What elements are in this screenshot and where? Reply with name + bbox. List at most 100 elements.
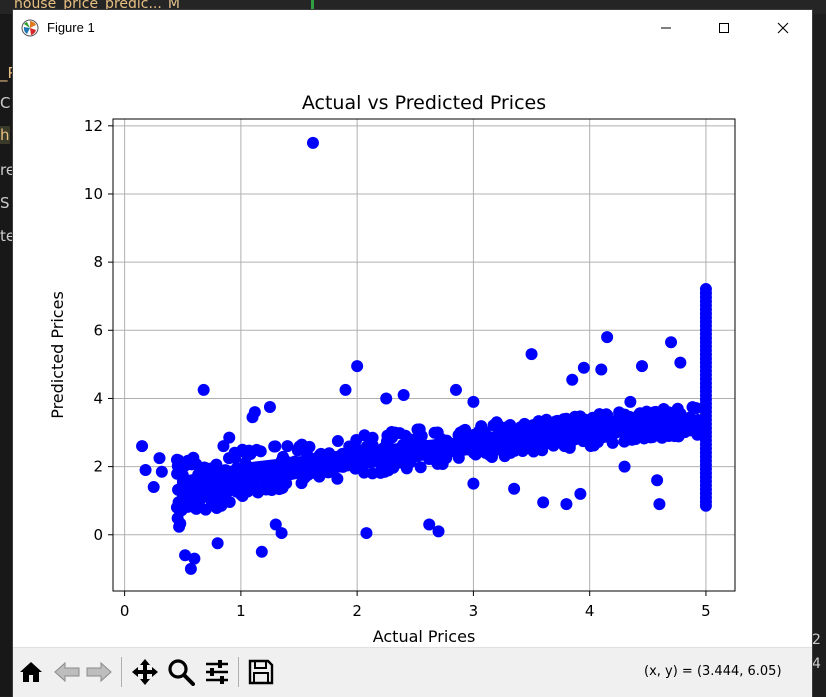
- scatter-point: [215, 495, 228, 508]
- scatter-point: [449, 383, 462, 396]
- figure-canvas[interactable]: 0 1 2 3 4 5 0 2 4 6 8 10 12 Actual vs Predicted Pric…: [13, 46, 812, 647]
- editor-tab-label[interactable]: house_price_predic... M: [14, 0, 180, 12]
- scatter-point: [230, 468, 243, 481]
- point-cloud: [170, 283, 712, 533]
- maximize-button[interactable]: [695, 10, 753, 46]
- y-tick-label: 4: [93, 389, 103, 407]
- scatter-point: [263, 400, 276, 413]
- scatter-point: [223, 431, 236, 444]
- scatter-point: [460, 433, 473, 446]
- scatter-point: [606, 436, 619, 449]
- scatter-point: [397, 389, 410, 402]
- forward-arrow-icon: [86, 661, 112, 683]
- scatter-point: [380, 392, 393, 405]
- close-button[interactable]: [754, 10, 812, 46]
- scatter-point: [217, 440, 230, 453]
- gutter-text: C: [0, 94, 11, 112]
- x-tick-label: 5: [701, 602, 711, 620]
- sliders-icon: [206, 660, 228, 684]
- scatter-point: [295, 477, 308, 490]
- scatter-point: [222, 484, 235, 497]
- scatter-point: [560, 498, 573, 511]
- scatter-point: [291, 444, 304, 457]
- editor-tab-modified-marker: M: [167, 0, 180, 12]
- chart-title: Actual vs Predicted Prices: [302, 92, 546, 114]
- scatter-point: [306, 136, 319, 149]
- y-tick-label: 12: [84, 117, 103, 135]
- scatter-point: [207, 468, 220, 481]
- save-button[interactable]: [245, 656, 277, 688]
- scatter-point: [349, 462, 362, 475]
- scatter-point: [525, 348, 538, 361]
- x-tick-label: 4: [585, 602, 595, 620]
- scatter-point: [265, 473, 278, 486]
- scatter-point: [418, 440, 431, 453]
- scatter-point: [432, 525, 445, 538]
- scatter-point: [628, 430, 641, 443]
- forward-button[interactable]: [83, 656, 115, 688]
- scatter-point: [674, 356, 687, 369]
- scatter-point: [414, 461, 427, 474]
- scatter-point: [331, 435, 344, 448]
- scatter-point: [147, 481, 160, 494]
- scatter-point: [699, 283, 712, 296]
- toolbar-separator: [238, 657, 239, 687]
- y-axis-label: Predicted Prices: [48, 291, 67, 419]
- grid-lines: [113, 119, 735, 591]
- window-titlebar[interactable]: Figure 1: [13, 10, 812, 46]
- gutter-text: h: [0, 126, 10, 144]
- scatter-point: [189, 485, 202, 498]
- scatter-point: [452, 451, 465, 464]
- pan-button[interactable]: [129, 656, 161, 688]
- gutter-text: _P: [0, 64, 17, 82]
- y-tick-label: 0: [93, 526, 103, 544]
- scatter-point: [174, 517, 187, 530]
- scatter-point: [184, 562, 197, 575]
- scatter-point: [284, 465, 297, 478]
- scatter-point: [241, 485, 254, 498]
- scatter-point: [666, 426, 679, 439]
- scatter-point: [436, 457, 449, 470]
- scatter-point: [192, 468, 205, 481]
- scatter-point: [496, 428, 509, 441]
- scatter-point: [404, 433, 417, 446]
- scatter-point: [206, 483, 219, 496]
- zoom-icon: [168, 659, 195, 686]
- scatter-point: [505, 426, 518, 439]
- back-arrow-icon: [54, 661, 80, 683]
- minimize-button[interactable]: [637, 10, 695, 46]
- scatter-point: [254, 445, 267, 458]
- configure-subplots-button[interactable]: [201, 656, 233, 688]
- scatter-point: [276, 481, 289, 494]
- home-button[interactable]: [15, 656, 47, 688]
- scatter-point: [406, 448, 419, 461]
- navigation-toolbar: (x, y) = (3.444, 6.05): [13, 647, 812, 697]
- zoom-button[interactable]: [165, 656, 197, 688]
- scatter-point: [211, 537, 224, 550]
- scatter-point: [522, 421, 535, 434]
- scatter-point: [155, 465, 168, 478]
- scatter-point: [537, 436, 550, 449]
- cursor-coordinates: (x, y) = (3.444, 6.05): [644, 664, 782, 679]
- scatter-point: [653, 498, 666, 511]
- x-tick-label: 3: [469, 602, 479, 620]
- editor-right-text: 2: [812, 632, 821, 648]
- scatter-point: [641, 407, 654, 420]
- scatter-point: [556, 416, 569, 429]
- scatter-point: [275, 527, 288, 540]
- scatter-point: [537, 496, 550, 509]
- scatter-point: [558, 440, 571, 453]
- scatter-point: [351, 360, 364, 373]
- scatter-point: [360, 527, 373, 540]
- back-button[interactable]: [51, 656, 83, 688]
- editor-gutter: _P C h re S te: [0, 14, 17, 696]
- pan-icon: [132, 659, 158, 685]
- scatter-point: [423, 518, 436, 531]
- scatter-point: [223, 495, 236, 508]
- scatter-point: [267, 460, 280, 473]
- scatter-point: [635, 360, 648, 373]
- scatter-point: [268, 440, 281, 453]
- y-tick-label: 10: [84, 185, 103, 203]
